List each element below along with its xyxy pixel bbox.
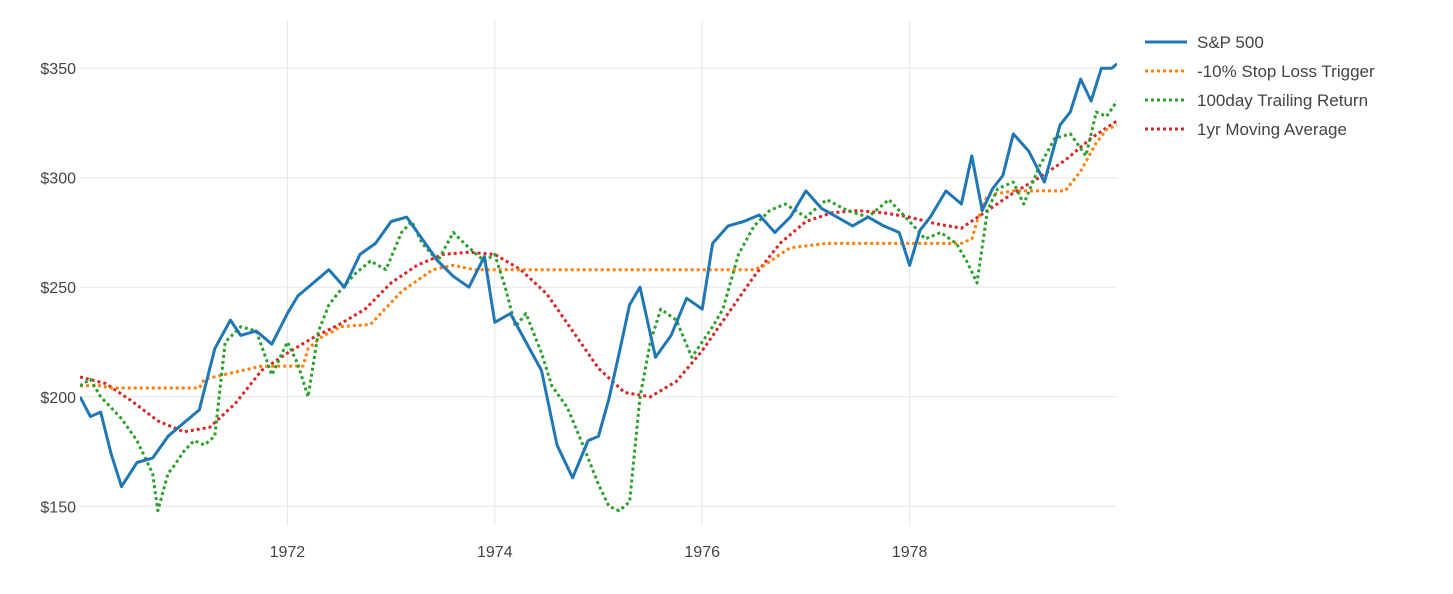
legend[interactable]: S&P 500 -10% Stop Loss Trigger 100day Trai…	[1145, 33, 1375, 139]
legend-label: 1yr Moving Average	[1197, 120, 1347, 139]
series-line-3	[80, 119, 1117, 434]
grid-layer	[80, 20, 1117, 526]
x-tick-label: 1974	[477, 544, 513, 561]
legend-label: S&P 500	[1197, 33, 1264, 52]
y-tick-label: $250	[40, 280, 76, 297]
x-tick-label: 1976	[684, 544, 720, 561]
legend-label: 100day Trailing Return	[1197, 91, 1368, 110]
y-tick-label: $150	[40, 499, 76, 516]
series-layer	[80, 62, 1117, 513]
y-tick-label: $350	[40, 61, 76, 78]
x-tick-label: 1978	[892, 544, 928, 561]
legend-label: -10% Stop Loss Trigger	[1197, 62, 1375, 81]
y-tick-label: $200	[40, 390, 76, 407]
series-line-1	[80, 123, 1117, 390]
series-line-2	[80, 100, 1117, 513]
series-line-0	[80, 62, 1117, 489]
x-tick-label: 1972	[270, 544, 306, 561]
axis-layer: $150 $200 $250 $300 $350 1972 1974 1976 1978	[40, 61, 927, 561]
y-tick-label: $300	[40, 171, 76, 188]
